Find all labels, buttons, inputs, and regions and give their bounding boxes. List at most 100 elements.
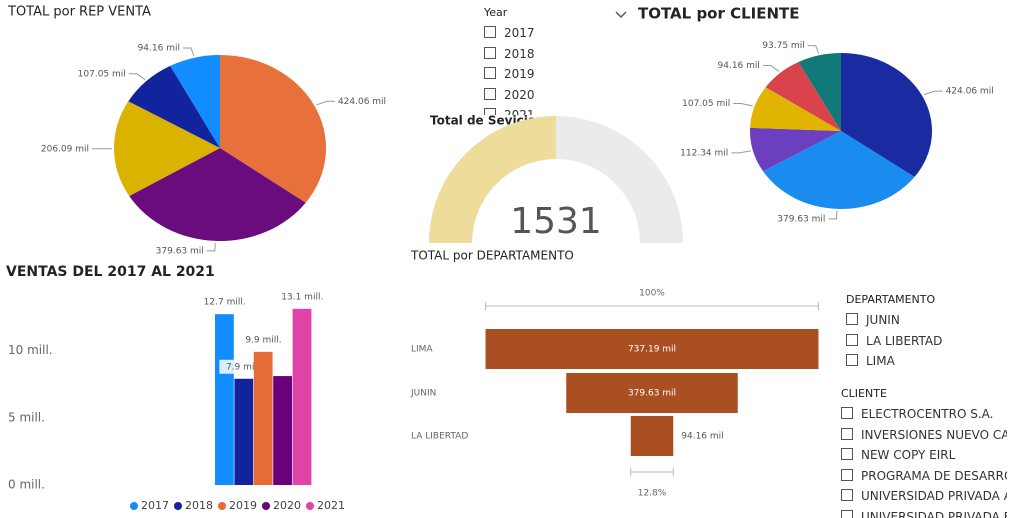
slicer-item[interactable]: LIMA [846,351,1006,372]
category-label: LA LIBERTAD [411,432,468,442]
slicer-label: PROGRAMA DE DESARRO [861,468,1007,483]
checkbox[interactable] [841,489,853,501]
legend-label: 2017 [141,499,169,512]
leader-line [733,102,753,107]
data-label: 9.9 mill. [245,335,281,345]
slicer-label: 2019 [504,67,535,81]
slicer-item[interactable]: 2019 [484,64,634,85]
slicer-label: 2021 [504,108,535,115]
gauge-fill [429,116,556,243]
chevron[interactable] [614,10,628,20]
bar [292,308,312,485]
bar [215,314,234,485]
pie-slice [129,148,306,241]
data-label: 379.63 mil [777,214,825,224]
data-label: 13.1 mill. [281,292,323,302]
category-label: JUNIN [410,389,436,399]
leader-line [923,90,943,96]
checkbox[interactable] [846,333,858,346]
checkbox[interactable] [484,26,496,38]
y-tick-label: 10 mill. [8,343,53,357]
checkbox[interactable] [841,407,853,419]
bar [273,376,292,485]
legend-label: 2019 [229,499,257,512]
data-label: 424.06 mil [946,87,994,97]
leader-line [828,210,838,220]
pie-slice [763,131,915,209]
checkbox[interactable] [484,46,496,59]
data-label: 737.19 mil [628,345,676,355]
slicer-item[interactable]: 2017 [484,23,634,44]
data-label: 94.16 mil [718,61,760,71]
departamento-slicer: DEPARTAMENTO JUNIN LA LIBERTAD LIMA [846,290,1006,372]
pie-slice [798,53,841,131]
slicer-item[interactable]: PROGRAMA DE DESARRO [841,466,1007,487]
cliente-slicer: CLIENTE ELECTROCENTRO S.A. INVERSIONES NU… [841,384,1007,518]
slicer-label: UNIVERSIDAD PRIVADA F [861,509,1007,518]
chart-title: TOTAL por REP VENTA [7,5,151,20]
slicer-label: LA LIBERTAD [866,333,943,348]
chart-title: VENTAS DEL 2017 AL 2021 [6,264,215,280]
y-tick-label: 5 mill. [8,410,45,424]
pie-slice [220,55,326,203]
slicer-item[interactable]: UNIVERSIDAD PRIVADA F [841,507,1007,518]
checkbox[interactable] [846,354,858,366]
pie-slice [841,53,932,177]
slicer-title: CLIENTE [841,387,887,400]
checkbox[interactable] [841,468,853,481]
data-label: 94.16 mil [138,44,180,54]
y-tick-label: 0 mill. [8,478,45,492]
funnel-bar [566,373,738,413]
data-label: 94.16 mil [681,432,723,442]
slicer-item[interactable]: NEW COPY EIRL [841,445,1007,466]
slicer-title: Year [484,6,508,19]
legend-marker [262,502,270,510]
slicer-item[interactable]: LA LIBERTAD [846,331,1006,352]
checkbox[interactable] [841,448,853,460]
data-label: 206.09 mil [41,144,89,154]
data-label: 424.06 mil [338,97,386,107]
checkbox[interactable] [846,313,858,325]
chart-title: TOTAL por DEPARTAMENTO [410,249,574,263]
checkbox[interactable] [484,108,496,115]
slicer-item[interactable]: INVERSIONES NUEVO CA [841,425,1007,446]
legend-marker [306,502,314,510]
slicer-item[interactable]: 2020 [484,85,634,106]
data-label: 379.63 mil [156,246,204,256]
data-label: 7.9 mill. [226,362,262,372]
checkbox[interactable] [484,87,496,100]
annotation: 100% [639,289,665,299]
checkbox[interactable] [841,427,853,440]
data-label: 379.63 mil [628,389,676,399]
slicer-item[interactable]: JUNIN [846,310,1006,331]
data-label: 107.05 mil [682,99,730,109]
category-label: LIMA [411,345,433,355]
slicer-title: DEPARTAMENTO [846,293,936,306]
legend-label: 2020 [273,499,301,512]
slicer-label: LIMA [866,354,895,368]
slicer-label: JUNIN [866,313,900,327]
slicer-label: 2020 [504,87,535,102]
pie-slice [114,101,220,197]
gauge-value: 1531 [510,201,602,242]
data-label: 112.34 mil [680,148,728,158]
checkbox[interactable] [841,509,853,518]
slicer-label: 2018 [504,46,535,61]
data-label: 107.05 mil [78,69,126,79]
pie-slice [765,62,841,131]
slicer-item[interactable]: ELECTROCENTRO S.A. [841,404,1007,425]
chart-title: TOTAL por CLIENTE [638,5,800,23]
checkbox[interactable] [484,67,496,79]
legend-label: 2018 [185,499,213,512]
slicer-label: NEW COPY EIRL [861,448,956,462]
slicer-label: UNIVERSIDAD PRIVADA A [861,489,1007,503]
year-slicer: Year 2017 2018 2019 2020 2021 [484,3,634,115]
legend-marker [130,502,138,510]
slicer-label: INVERSIONES NUEVO CA [861,427,1007,442]
funnel-bar [485,329,819,369]
slicer-item[interactable]: UNIVERSIDAD PRIVADA A [841,486,1007,507]
slicer-item[interactable]: 2018 [484,44,634,65]
data-label: 93.75 mil [762,41,804,51]
leader-line [316,100,335,106]
slicer-item[interactable]: 2021 [484,105,634,115]
